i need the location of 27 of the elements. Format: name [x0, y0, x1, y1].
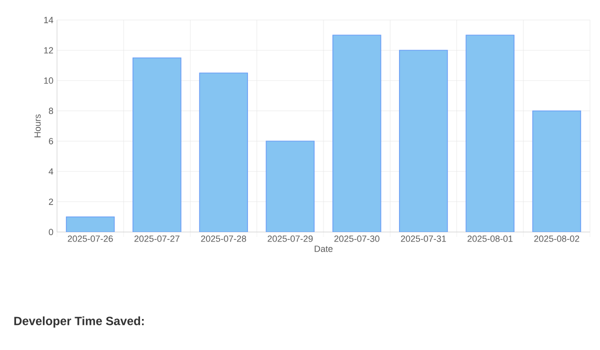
x-tick-label: 2025-07-31 — [400, 236, 446, 242]
y-tick-label: 6 — [48, 138, 54, 144]
x-tick-label: 2025-08-01 — [468, 236, 513, 242]
y-tick-label: 12 — [44, 47, 54, 54]
text: Developer Time Saved: — [14, 316, 144, 328]
bar — [332, 34, 382, 232]
y-tick-label: 0 — [48, 228, 54, 236]
y-tick-label: 8 — [48, 108, 54, 114]
y-tick-label: 14 — [44, 16, 54, 24]
x-tick-label: 2025-07-29 — [268, 236, 313, 242]
bar — [199, 72, 248, 232]
bar — [66, 216, 115, 232]
y-tick-label: 4 — [48, 168, 54, 175]
y-tick-label: 2 — [48, 198, 54, 205]
x-tick-label: 2025-07-28 — [201, 236, 246, 242]
y-axis-title: Hours — [34, 114, 41, 138]
x-tick-label: 2025-07-26 — [68, 236, 113, 242]
bar — [399, 50, 448, 232]
bar — [132, 57, 182, 232]
y-tick-label: 10 — [44, 77, 54, 84]
x-tick-label: 2025-08-02 — [534, 236, 580, 242]
x-tick-label: 2025-07-27 — [134, 236, 180, 242]
bar — [466, 34, 514, 232]
x-axis-title: Date — [314, 246, 333, 252]
bar — [532, 110, 582, 232]
bar — [266, 140, 315, 232]
x-tick-label: 2025-07-30 — [334, 236, 380, 242]
